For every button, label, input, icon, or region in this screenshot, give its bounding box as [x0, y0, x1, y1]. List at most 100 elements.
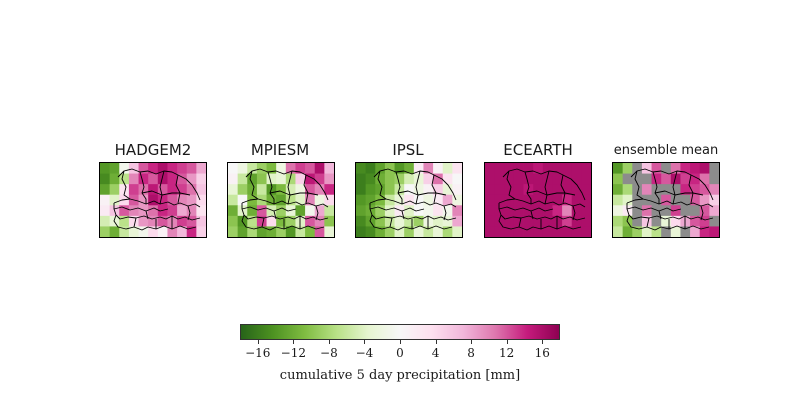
grid-cell: [413, 194, 424, 206]
admin-border-line: [369, 214, 453, 231]
grid-cell: [485, 184, 496, 196]
grid-cell: [295, 173, 306, 185]
grid-cell: [177, 226, 188, 237]
grid-cell: [413, 173, 424, 185]
grid-cell: [375, 173, 386, 185]
grid-cell: [581, 205, 591, 217]
grid-cell: [177, 194, 188, 206]
grid-cell: [237, 173, 248, 185]
grid-cell: [494, 194, 505, 206]
grid-cell: [709, 205, 719, 217]
grid-cell: [542, 163, 553, 174]
grid-cell: [100, 226, 111, 237]
grid-cell: [186, 215, 197, 227]
grid-cell: [324, 194, 334, 206]
grid-cell: [119, 194, 130, 206]
grid-cell: [128, 215, 139, 227]
grid-cell: [552, 205, 563, 217]
admin-border-line: [658, 205, 704, 221]
panel-title-mpiesm: MPIESM: [250, 141, 310, 159]
grid-cell: [562, 163, 573, 174]
panel-title-ipsl: IPSL: [392, 141, 424, 159]
admin-border-line: [145, 205, 191, 221]
admin-border-line: [121, 170, 131, 200]
panel-title-ensemble-mean: ensemble mean: [613, 143, 719, 158]
colorbar-tick-label: 16: [534, 346, 550, 360]
grid-cell: [196, 173, 206, 185]
grid-cell: [433, 163, 444, 174]
admin-border-line: [498, 203, 586, 221]
grid-cell: [423, 194, 434, 206]
grid-cell: [148, 194, 159, 206]
grid-cell: [119, 163, 130, 174]
grid-cell: [562, 226, 573, 237]
grid-cell: [196, 215, 206, 227]
admin-border-line: [524, 171, 532, 204]
grid-cell: [632, 173, 643, 185]
grid-cell: [119, 184, 130, 196]
grid-cell: [356, 184, 367, 196]
grid-cell: [571, 194, 582, 206]
grid-cell: [613, 205, 624, 217]
grid-cell: [256, 226, 267, 237]
grid-cell: [305, 215, 316, 227]
grid-cell: [295, 163, 306, 174]
grid-cell: [177, 163, 188, 174]
grid-cell: [384, 173, 395, 185]
grid-cell: [266, 194, 277, 206]
grid-cell: [394, 215, 405, 227]
colorbar-tick: [293, 340, 295, 344]
grid-cell: [442, 215, 453, 227]
grid-cell: [533, 173, 544, 185]
grid-cell: [228, 205, 239, 217]
grid-cell: [680, 194, 691, 206]
grid-cell: [442, 205, 453, 217]
grid-cell: [148, 226, 159, 237]
grid-cell: [613, 215, 624, 227]
grid-cell: [699, 184, 710, 196]
colorbar-tick-label: 0: [396, 346, 404, 360]
colorbar-tick-label: −16: [245, 346, 271, 360]
grid-cell: [581, 163, 591, 174]
colorbar-tick: [471, 340, 473, 344]
grid-cell: [119, 173, 130, 185]
grid-cell: [384, 205, 395, 217]
grid-cell: [295, 184, 306, 196]
grid-cell: [442, 163, 453, 174]
admin-border-line: [630, 168, 714, 201]
grid-cell: [266, 226, 277, 237]
grid-cell: [375, 184, 386, 196]
grid-cell: [523, 215, 534, 227]
grid-cell: [356, 226, 367, 237]
admin-border-line: [261, 216, 301, 229]
grid-cell: [247, 173, 258, 185]
grid-cell: [324, 163, 334, 174]
admin-border-line: [377, 170, 387, 200]
admin-border-line: [518, 216, 558, 229]
grid-cell: [247, 205, 258, 217]
grid-cell: [100, 194, 111, 206]
grid-cell: [670, 163, 681, 174]
grid-cell: [276, 194, 287, 206]
admin-border-line: [113, 214, 197, 231]
grid-cell: [138, 173, 149, 185]
grid-cell: [680, 205, 691, 217]
grid-cell: [167, 184, 178, 196]
admin-border-line: [273, 205, 319, 221]
grid-cell: [305, 205, 316, 217]
admin-border-line: [159, 170, 165, 205]
grid-cell: [504, 184, 515, 196]
grid-cell: [186, 184, 197, 196]
grid-cell: [157, 226, 168, 237]
grid-cell: [356, 194, 367, 206]
colorbar: [240, 324, 560, 340]
grid-cell: [196, 163, 206, 174]
admin-border-line: [133, 216, 173, 229]
grid-cell: [485, 205, 496, 217]
grid-cell: [423, 215, 434, 227]
admin-border-line: [401, 205, 447, 221]
grid-cell: [314, 205, 325, 217]
grid-cell: [670, 215, 681, 227]
grid-cell: [641, 184, 652, 196]
grid-cell: [433, 173, 444, 185]
